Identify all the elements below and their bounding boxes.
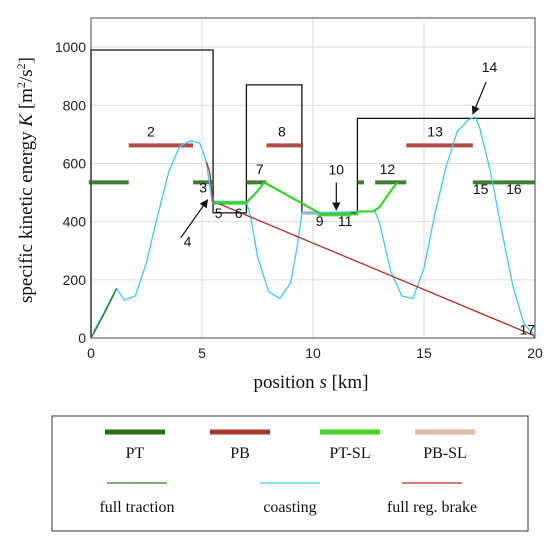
y-axis-label: specific kinetic energy K [m2/s2] bbox=[14, 57, 37, 303]
legend-label: full reg. brake bbox=[387, 499, 477, 516]
legend-label: PB bbox=[230, 445, 250, 462]
series-full-traction bbox=[90, 288, 118, 339]
annotation-arrow bbox=[471, 81, 487, 115]
annotation-label: 13 bbox=[427, 123, 443, 139]
x-tick-label: 20 bbox=[527, 345, 543, 361]
annotation-label: 12 bbox=[380, 161, 396, 177]
annotation-arrow bbox=[180, 199, 209, 238]
y-tick-label: 200 bbox=[63, 272, 87, 288]
annotation-label: 3 bbox=[199, 180, 207, 196]
x-tick-label: 15 bbox=[416, 345, 432, 361]
legend-label: full traction bbox=[99, 499, 174, 516]
x-tick-label: 0 bbox=[87, 345, 95, 361]
annotation-label: 10 bbox=[329, 162, 345, 178]
y-tick-label: 0 bbox=[78, 330, 86, 346]
series-pt-sl bbox=[213, 181, 399, 216]
annotation-label: 7 bbox=[256, 161, 264, 177]
annotation-label: 11 bbox=[338, 213, 353, 229]
legend: PT PB PT-SL PB-SL full traction coasting full … bbox=[51, 415, 529, 532]
plot-area: 2 3 4 5 6 7 8 9 10 11 12 13 14 15 16 17 bbox=[88, 49, 536, 339]
annotation-label: 14 bbox=[482, 59, 498, 75]
grid-lines bbox=[90, 17, 536, 339]
series-coasting bbox=[92, 116, 536, 337]
legend-label: PB-SL bbox=[423, 445, 467, 462]
x-tick-label: 5 bbox=[198, 345, 206, 361]
annotation-label: 5 bbox=[215, 205, 223, 221]
x-axis-label: position s [km] bbox=[253, 372, 368, 393]
annotation-label: 4 bbox=[184, 233, 192, 249]
x-tick-label: 10 bbox=[305, 345, 321, 361]
annotation-label: 6 bbox=[235, 205, 243, 221]
legend-label: coasting bbox=[263, 499, 316, 516]
y-tick-label: 600 bbox=[63, 155, 87, 171]
series-full-reg-brake bbox=[205, 161, 536, 339]
annotation-label: 17 bbox=[519, 322, 535, 338]
annotation-label: 8 bbox=[278, 123, 286, 139]
annotation-label: 16 bbox=[506, 181, 522, 197]
y-tick-label: 400 bbox=[63, 214, 87, 230]
y-tick-label: 800 bbox=[63, 97, 87, 113]
annotation-label: 2 bbox=[147, 123, 155, 139]
legend-label: PT bbox=[126, 445, 145, 462]
legend-label: PT-SL bbox=[329, 445, 370, 462]
annotation-label: 9 bbox=[316, 213, 324, 229]
y-tick-label: 1000 bbox=[55, 39, 86, 55]
annotation-label: 15 bbox=[473, 181, 489, 197]
legend-box bbox=[51, 415, 529, 532]
